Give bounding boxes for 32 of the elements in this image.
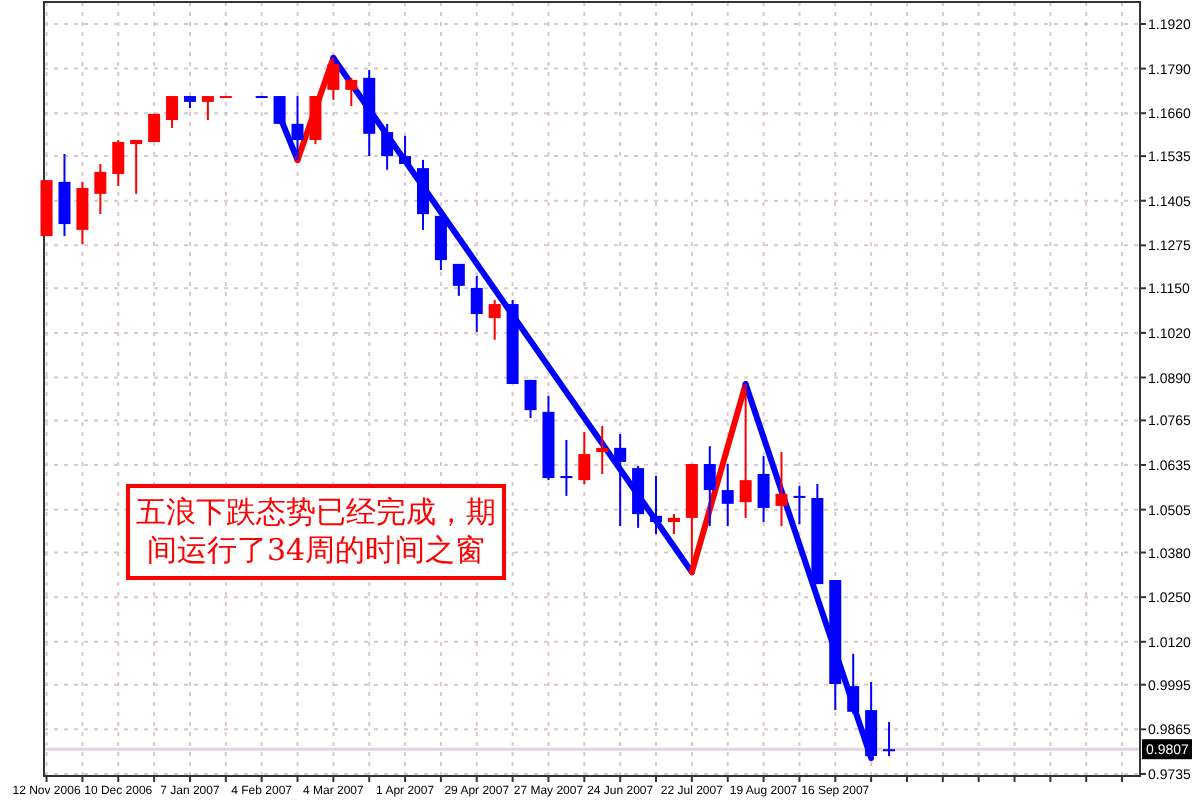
candlestick: [416, 158, 429, 231]
candlestick: [130, 138, 143, 195]
candlestick: [757, 455, 770, 523]
candlestick: [614, 433, 627, 528]
candlestick: [883, 721, 896, 758]
candlestick: [399, 134, 412, 166]
candlestick: [166, 95, 179, 129]
candlestick: [775, 450, 788, 528]
candlestick: [578, 431, 591, 485]
candlestick: [76, 180, 89, 245]
candlestick: [488, 298, 501, 341]
candlestick: [650, 475, 663, 536]
candlestick: [452, 262, 465, 297]
candlestick: [201, 95, 214, 122]
candlestick: [94, 163, 107, 216]
candlestick: [112, 138, 125, 187]
candlestick: [470, 274, 483, 333]
candlestick: [847, 652, 860, 715]
candlestick: [524, 378, 537, 419]
candlestick: [58, 153, 71, 238]
candlestick: [560, 438, 573, 497]
candlestick: [703, 445, 716, 528]
candlestick: [721, 463, 734, 528]
candlestick: [632, 465, 645, 529]
candlestick: [309, 95, 322, 146]
candlestick: [434, 214, 447, 272]
annotation: 五浪下跌态势已经完成，期间运行了34周的时间之窗: [126, 484, 506, 580]
candlestick: [667, 513, 680, 536]
candlestick: [381, 122, 394, 171]
candlestick: [345, 76, 358, 107]
candlestick: [596, 424, 609, 475]
candlestick: [793, 484, 806, 526]
